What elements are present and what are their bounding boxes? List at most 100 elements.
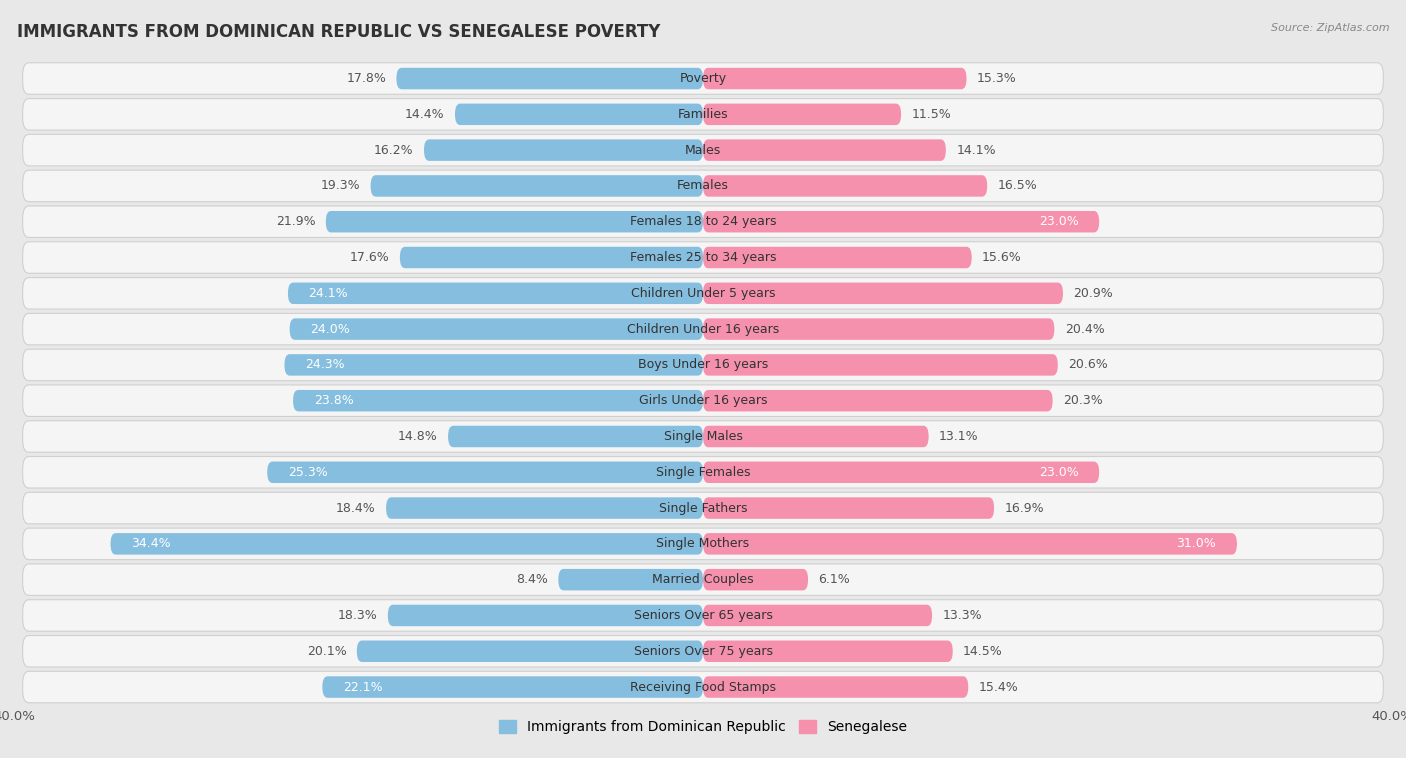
Text: Seniors Over 65 years: Seniors Over 65 years (634, 609, 772, 622)
Text: 13.1%: 13.1% (939, 430, 979, 443)
FancyBboxPatch shape (284, 354, 703, 376)
Text: 24.0%: 24.0% (311, 323, 350, 336)
FancyBboxPatch shape (22, 635, 1384, 667)
FancyBboxPatch shape (22, 313, 1384, 345)
FancyBboxPatch shape (22, 493, 1384, 524)
Text: 18.4%: 18.4% (336, 502, 375, 515)
Text: 17.8%: 17.8% (346, 72, 387, 85)
FancyBboxPatch shape (290, 318, 703, 340)
Text: Females 25 to 34 years: Females 25 to 34 years (630, 251, 776, 264)
Text: 11.5%: 11.5% (911, 108, 950, 121)
Text: Children Under 5 years: Children Under 5 years (631, 287, 775, 300)
Text: Girls Under 16 years: Girls Under 16 years (638, 394, 768, 407)
FancyBboxPatch shape (703, 211, 1099, 233)
Text: Source: ZipAtlas.com: Source: ZipAtlas.com (1271, 23, 1389, 33)
Text: 23.0%: 23.0% (1039, 465, 1078, 479)
FancyBboxPatch shape (388, 605, 703, 626)
Text: Single Fathers: Single Fathers (659, 502, 747, 515)
Text: Single Mothers: Single Mothers (657, 537, 749, 550)
Text: Males: Males (685, 143, 721, 157)
FancyBboxPatch shape (357, 641, 703, 662)
Text: 15.4%: 15.4% (979, 681, 1018, 694)
Text: 23.0%: 23.0% (1039, 215, 1078, 228)
Text: Single Females: Single Females (655, 465, 751, 479)
FancyBboxPatch shape (22, 456, 1384, 488)
Text: 6.1%: 6.1% (818, 573, 851, 586)
Text: 23.8%: 23.8% (314, 394, 353, 407)
Text: 24.1%: 24.1% (308, 287, 349, 300)
Text: Families: Families (678, 108, 728, 121)
Text: Married Couples: Married Couples (652, 573, 754, 586)
FancyBboxPatch shape (22, 277, 1384, 309)
FancyBboxPatch shape (22, 242, 1384, 274)
FancyBboxPatch shape (456, 104, 703, 125)
Text: 14.5%: 14.5% (963, 645, 1002, 658)
Text: 17.6%: 17.6% (350, 251, 389, 264)
Text: 22.1%: 22.1% (343, 681, 382, 694)
Text: 24.3%: 24.3% (305, 359, 344, 371)
FancyBboxPatch shape (703, 426, 928, 447)
FancyBboxPatch shape (399, 247, 703, 268)
FancyBboxPatch shape (703, 605, 932, 626)
FancyBboxPatch shape (267, 462, 703, 483)
FancyBboxPatch shape (703, 497, 994, 518)
FancyBboxPatch shape (703, 175, 987, 196)
Text: 25.3%: 25.3% (288, 465, 328, 479)
FancyBboxPatch shape (425, 139, 703, 161)
FancyBboxPatch shape (396, 67, 703, 89)
FancyBboxPatch shape (22, 600, 1384, 631)
Text: Females 18 to 24 years: Females 18 to 24 years (630, 215, 776, 228)
FancyBboxPatch shape (703, 318, 1054, 340)
FancyBboxPatch shape (326, 211, 703, 233)
Text: Females: Females (678, 180, 728, 193)
FancyBboxPatch shape (703, 462, 1099, 483)
Text: Receiving Food Stamps: Receiving Food Stamps (630, 681, 776, 694)
Text: 20.9%: 20.9% (1073, 287, 1114, 300)
Text: 15.6%: 15.6% (981, 251, 1022, 264)
FancyBboxPatch shape (22, 564, 1384, 596)
FancyBboxPatch shape (22, 134, 1384, 166)
Text: 8.4%: 8.4% (516, 573, 548, 586)
FancyBboxPatch shape (322, 676, 703, 698)
FancyBboxPatch shape (22, 171, 1384, 202)
Text: 20.3%: 20.3% (1063, 394, 1102, 407)
Legend: Immigrants from Dominican Republic, Senegalese: Immigrants from Dominican Republic, Sene… (494, 715, 912, 740)
FancyBboxPatch shape (22, 421, 1384, 453)
FancyBboxPatch shape (22, 672, 1384, 703)
Text: 13.3%: 13.3% (942, 609, 981, 622)
Text: 16.5%: 16.5% (997, 180, 1038, 193)
FancyBboxPatch shape (703, 569, 808, 590)
FancyBboxPatch shape (703, 390, 1053, 412)
FancyBboxPatch shape (703, 641, 953, 662)
FancyBboxPatch shape (288, 283, 703, 304)
Text: 14.1%: 14.1% (956, 143, 995, 157)
Text: Poverty: Poverty (679, 72, 727, 85)
FancyBboxPatch shape (558, 569, 703, 590)
Text: 31.0%: 31.0% (1177, 537, 1216, 550)
FancyBboxPatch shape (111, 533, 703, 555)
Text: Boys Under 16 years: Boys Under 16 years (638, 359, 768, 371)
FancyBboxPatch shape (292, 390, 703, 412)
Text: IMMIGRANTS FROM DOMINICAN REPUBLIC VS SENEGALESE POVERTY: IMMIGRANTS FROM DOMINICAN REPUBLIC VS SE… (17, 23, 661, 41)
Text: 14.8%: 14.8% (398, 430, 437, 443)
Text: 20.6%: 20.6% (1069, 359, 1108, 371)
Text: 20.4%: 20.4% (1064, 323, 1105, 336)
FancyBboxPatch shape (703, 283, 1063, 304)
FancyBboxPatch shape (703, 354, 1057, 376)
FancyBboxPatch shape (22, 385, 1384, 416)
FancyBboxPatch shape (703, 139, 946, 161)
Text: 15.3%: 15.3% (977, 72, 1017, 85)
Text: 18.3%: 18.3% (337, 609, 377, 622)
FancyBboxPatch shape (449, 426, 703, 447)
FancyBboxPatch shape (703, 247, 972, 268)
FancyBboxPatch shape (703, 533, 1237, 555)
FancyBboxPatch shape (703, 676, 969, 698)
FancyBboxPatch shape (22, 99, 1384, 130)
Text: Seniors Over 75 years: Seniors Over 75 years (634, 645, 772, 658)
FancyBboxPatch shape (703, 67, 966, 89)
Text: 21.9%: 21.9% (276, 215, 315, 228)
Text: 14.4%: 14.4% (405, 108, 444, 121)
Text: 34.4%: 34.4% (131, 537, 170, 550)
Text: 16.2%: 16.2% (374, 143, 413, 157)
FancyBboxPatch shape (387, 497, 703, 518)
